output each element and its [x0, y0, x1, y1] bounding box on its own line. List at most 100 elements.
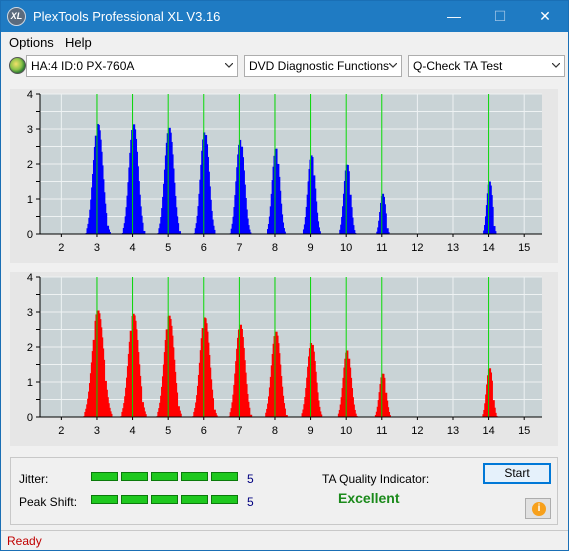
histogram-bar [283, 408, 286, 417]
x-tick-label: 12 [411, 425, 423, 437]
histogram-bar [178, 231, 181, 234]
title-bar[interactable]: XL PlexTools Professional XL V3.16 — ☐ ✕ [1, 1, 568, 32]
drive-select[interactable]: HA:4 ID:0 PX-760A [26, 55, 238, 77]
toolbar: HA:4 ID:0 PX-760A DVD Diagnostic Functio… [1, 53, 568, 80]
start-button[interactable]: Start [483, 463, 551, 484]
histogram-bar [92, 339, 95, 417]
x-tick-label: 6 [201, 242, 207, 254]
peak-shift-label: Peak Shift: [19, 495, 78, 509]
histogram-bar [213, 229, 216, 234]
meter-segment [91, 495, 118, 504]
x-tick-label: 7 [236, 242, 242, 254]
peak-shift-meter [91, 495, 238, 504]
y-tick-label: 0 [27, 229, 33, 241]
x-tick-label: 15 [518, 425, 530, 437]
menu-bar: Options Help [1, 32, 568, 52]
histogram-bar [320, 414, 323, 417]
histogram-bar [139, 386, 143, 417]
menu-help[interactable]: Help [65, 35, 92, 50]
histogram-bar [94, 135, 98, 234]
x-tick-label: 5 [165, 242, 171, 254]
close-button[interactable]: ✕ [539, 8, 551, 24]
meter-segment [121, 472, 148, 481]
histogram-bar [247, 225, 250, 234]
x-tick-label: 14 [482, 425, 494, 437]
app-logo-icon: XL [7, 7, 26, 26]
meter-segment [151, 472, 178, 481]
histogram-bar [388, 415, 391, 417]
histogram-bar [386, 228, 389, 234]
x-tick-label: 3 [94, 242, 100, 254]
jitter-label: Jitter: [19, 472, 49, 486]
histogram-bar [107, 229, 110, 234]
info-button[interactable]: i [525, 498, 551, 519]
histogram-bar [354, 413, 357, 417]
x-tick-label: 14 [482, 242, 494, 254]
histogram-bar [215, 415, 218, 417]
histogram-bar [165, 329, 168, 417]
x-tick-label: 4 [130, 425, 136, 437]
results-panel: Jitter: 5 Peak Shift: 5 TA Quality Indic… [10, 457, 558, 525]
y-tick-label: 4 [27, 272, 33, 284]
histogram-bar [347, 171, 350, 234]
y-tick-label: 2 [27, 342, 33, 354]
x-tick-label: 4 [130, 242, 136, 254]
menu-options[interactable]: Options [9, 35, 54, 50]
y-tick-label: 1 [27, 377, 33, 389]
histogram-bar [285, 415, 288, 417]
function-select-value: DVD Diagnostic Functions [249, 59, 390, 73]
drive-select-value: HA:4 ID:0 PX-760A [31, 59, 135, 73]
maximize-button[interactable]: ☐ [493, 8, 507, 24]
peak-shift-value: 5 [247, 495, 254, 509]
histogram-bar [494, 231, 497, 234]
histogram-bar [102, 359, 106, 417]
histogram-bar [352, 225, 355, 234]
y-tick-label: 4 [27, 89, 33, 101]
y-tick-label: 2 [27, 159, 33, 171]
histogram-bar [176, 223, 180, 234]
histogram-bar [179, 413, 182, 417]
meter-segment [91, 472, 118, 481]
histogram-bar [319, 411, 322, 417]
histogram-bar [490, 380, 493, 417]
histogram-bar [493, 407, 496, 417]
status-bar: Ready [1, 530, 568, 550]
y-tick-label: 3 [27, 307, 33, 319]
x-tick-label: 13 [447, 242, 459, 254]
histogram-bar [249, 232, 252, 234]
histogram-bar [212, 225, 215, 234]
x-tick-label: 10 [340, 425, 352, 437]
histogram-bar [275, 148, 278, 234]
histogram-bar [317, 227, 320, 234]
x-tick-label: 5 [165, 425, 171, 437]
histogram-bar [355, 415, 358, 417]
x-tick-label: 2 [58, 242, 64, 254]
histogram-bar [108, 232, 111, 234]
histogram-bar [248, 407, 251, 417]
x-tick-label: 11 [376, 425, 387, 437]
minimize-button[interactable]: — [447, 8, 461, 24]
histogram-bar [144, 414, 147, 417]
status-text: Ready [7, 534, 42, 548]
histogram-bar [211, 398, 215, 417]
histogram-bar [495, 415, 498, 417]
x-tick-label: 9 [308, 242, 314, 254]
x-tick-label: 2 [58, 425, 64, 437]
function-select[interactable]: DVD Diagnostic Functions [244, 55, 402, 77]
histogram-bar [494, 412, 497, 417]
ta-quality-label: TA Quality Indicator: [322, 472, 430, 486]
histogram-bar [249, 414, 253, 417]
x-tick-label: 8 [272, 425, 278, 437]
histogram-bar [143, 230, 146, 234]
x-tick-label: 8 [272, 242, 278, 254]
meter-segment [121, 495, 148, 504]
y-tick-label: 1 [27, 194, 33, 206]
x-tick-label: 11 [376, 242, 387, 254]
histogram-bar [214, 413, 217, 417]
test-select[interactable]: Q-Check TA Test [408, 55, 565, 77]
histogram-bar [383, 377, 386, 417]
x-tick-label: 13 [447, 425, 459, 437]
